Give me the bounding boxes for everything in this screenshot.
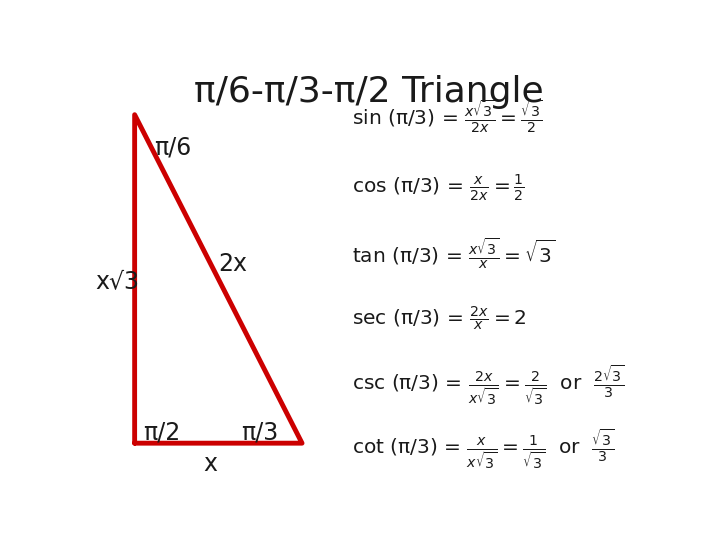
Text: tan (π/3) = $\frac{x\sqrt{3}}{x}=\sqrt{3}$: tan (π/3) = $\frac{x\sqrt{3}}{x}=\sqrt{3…	[352, 237, 556, 271]
Text: x: x	[203, 452, 217, 476]
Text: π/6-π/3-π/2 Triangle: π/6-π/3-π/2 Triangle	[194, 75, 544, 109]
Text: π/3: π/3	[242, 421, 279, 445]
Text: cos (π/3) = $\frac{x}{2x}=\frac{1}{2}$: cos (π/3) = $\frac{x}{2x}=\frac{1}{2}$	[352, 172, 525, 202]
Text: π/2: π/2	[143, 421, 180, 445]
Text: sec (π/3) = $\frac{2x}{x}=2$: sec (π/3) = $\frac{2x}{x}=2$	[352, 305, 527, 333]
Text: cot (π/3) = $\frac{x}{x\sqrt{3}}=\frac{1}{\sqrt{3}}$  or  $\frac{\sqrt{3}}{3}$: cot (π/3) = $\frac{x}{x\sqrt{3}}=\frac{1…	[352, 428, 615, 471]
Text: π/6: π/6	[154, 136, 192, 160]
Text: sin (π/3) = $\frac{x\sqrt{3}}{2x}=\frac{\sqrt{3}}{2}$: sin (π/3) = $\frac{x\sqrt{3}}{2x}=\frac{…	[352, 99, 543, 135]
Text: x√3: x√3	[96, 269, 140, 293]
Text: 2x: 2x	[217, 252, 247, 276]
Text: csc (π/3) = $\frac{2x}{x\sqrt{3}}=\frac{2}{\sqrt{3}}$  or  $\frac{2\sqrt{3}}{3}$: csc (π/3) = $\frac{2x}{x\sqrt{3}}=\frac{…	[352, 363, 625, 407]
